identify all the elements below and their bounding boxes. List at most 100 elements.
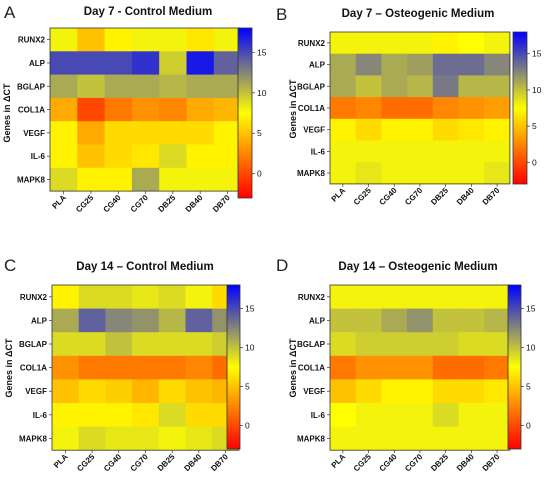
heatmap-cell — [407, 162, 434, 185]
heatmap-cell — [186, 121, 215, 145]
heatmap-cell — [52, 285, 80, 309]
heatmap-cell — [330, 355, 357, 380]
heatmap-cell — [158, 285, 186, 309]
heatmap-cell — [186, 144, 215, 169]
heatmap-cell — [484, 332, 511, 357]
column-label: CG25 — [352, 452, 374, 474]
heatmap-cell — [432, 426, 459, 451]
heatmap-cell — [105, 308, 133, 333]
heatmap-cell — [355, 403, 382, 427]
colorbar-tick-label: 0 — [526, 421, 531, 431]
heatmap-cell — [484, 162, 511, 185]
heatmap-cell — [458, 285, 485, 309]
heatmap-cell — [355, 355, 382, 380]
heatmap-cell — [407, 426, 434, 451]
row-label: IL-6 — [311, 147, 326, 156]
heatmap-cell — [185, 285, 213, 309]
heatmap-cell — [381, 285, 408, 309]
column-label: DB25 — [156, 193, 177, 214]
panel-title: Day 7 - Control Medium — [84, 6, 212, 18]
row-label: IL-6 — [33, 411, 48, 420]
heatmap-cell — [330, 118, 357, 141]
heatmap-cell — [77, 28, 105, 52]
heatmap-cell — [185, 379, 213, 404]
heatmap-cell — [407, 379, 434, 404]
heatmap-cell — [105, 332, 133, 357]
heatmap-cell — [213, 97, 242, 122]
heatmap-cell — [78, 355, 106, 380]
heatmap-cell — [105, 403, 133, 427]
heatmap-cell — [407, 75, 434, 98]
heatmap-cell — [484, 75, 511, 98]
heatmap-cell — [381, 140, 408, 163]
heatmap-cell — [50, 74, 78, 99]
heatmap-cell — [50, 51, 78, 75]
colorbar-tick-label: 15 — [257, 47, 267, 57]
heatmap-cell — [104, 144, 133, 169]
row-label: MAPK8 — [19, 434, 48, 443]
heatmap-cell — [186, 28, 215, 52]
row-label: MAPK8 — [17, 175, 46, 184]
heatmap-cell — [78, 403, 106, 427]
row-label: BGLAP — [297, 340, 326, 349]
row-label: RUNX2 — [20, 293, 48, 302]
panel-letter: A — [4, 3, 16, 22]
row-label: RUNX2 — [298, 293, 326, 302]
column-label: CG40 — [378, 186, 400, 208]
heatmap-cell — [213, 74, 242, 99]
heatmap-cell — [104, 28, 133, 52]
heatmap-cell — [355, 118, 382, 141]
colorbar-tick-label: 5 — [257, 128, 262, 138]
heatmap-cell — [381, 75, 408, 98]
panel-a: A Day 7 - Control Medium RUNX2 ALP BGLAP COL1… — [2, 3, 267, 214]
row-label: ALP — [309, 61, 326, 70]
colorbar-tick-label: 15 — [245, 303, 255, 313]
heatmap-cell — [432, 403, 459, 427]
heatmap-cell — [77, 144, 105, 169]
column-label: PLA — [50, 193, 68, 211]
column-label: DB70 — [481, 186, 502, 207]
row-label: RUNX2 — [18, 36, 46, 45]
heatmap-cell — [131, 144, 160, 169]
heatmap-cell — [458, 379, 485, 404]
heatmap-cell — [484, 53, 511, 76]
heatmap-cell — [432, 97, 459, 120]
heatmap-cell — [355, 426, 382, 451]
heatmap-cell — [131, 51, 160, 75]
heatmap-cell — [52, 403, 80, 427]
colorbar-tick-label: 10 — [532, 85, 542, 95]
column-label: PLA — [52, 452, 70, 470]
colorbar-tick-label: 5 — [526, 382, 531, 392]
heatmap-cell — [104, 74, 133, 99]
heatmap-cell — [432, 285, 459, 309]
heatmap-cell — [355, 97, 382, 120]
heatmap-cell — [213, 28, 242, 52]
heatmap-cell — [458, 118, 485, 141]
heatmap-cell — [158, 332, 186, 357]
heatmap-cell — [381, 118, 408, 141]
heatmap-cell — [381, 379, 408, 404]
heatmap-cell — [381, 53, 408, 76]
heatmap-cell — [52, 332, 80, 357]
heatmap-cell — [458, 403, 485, 427]
heatmap-cell — [484, 355, 511, 380]
heatmap-cell — [105, 426, 133, 451]
heatmap-cell — [484, 285, 511, 309]
heatmap-cell — [432, 53, 459, 76]
heatmap-cell — [355, 75, 382, 98]
panel-letter: B — [276, 5, 287, 24]
heatmap-cell — [131, 74, 160, 99]
heatmap-cell — [381, 332, 408, 357]
heatmap-cell — [186, 97, 215, 122]
heatmap-cell — [458, 32, 485, 55]
row-label: VEGF — [303, 126, 325, 135]
heatmap-cell — [158, 426, 186, 451]
heatmap-cell — [50, 144, 78, 169]
heatmap-cell — [381, 162, 408, 185]
column-label: PLA — [330, 186, 348, 204]
heatmap-cell — [432, 332, 459, 357]
heatmap-cell — [355, 308, 382, 333]
heatmap-cell — [407, 118, 434, 141]
row-label: IL-6 — [311, 411, 326, 420]
heatmap-cell — [52, 426, 80, 451]
